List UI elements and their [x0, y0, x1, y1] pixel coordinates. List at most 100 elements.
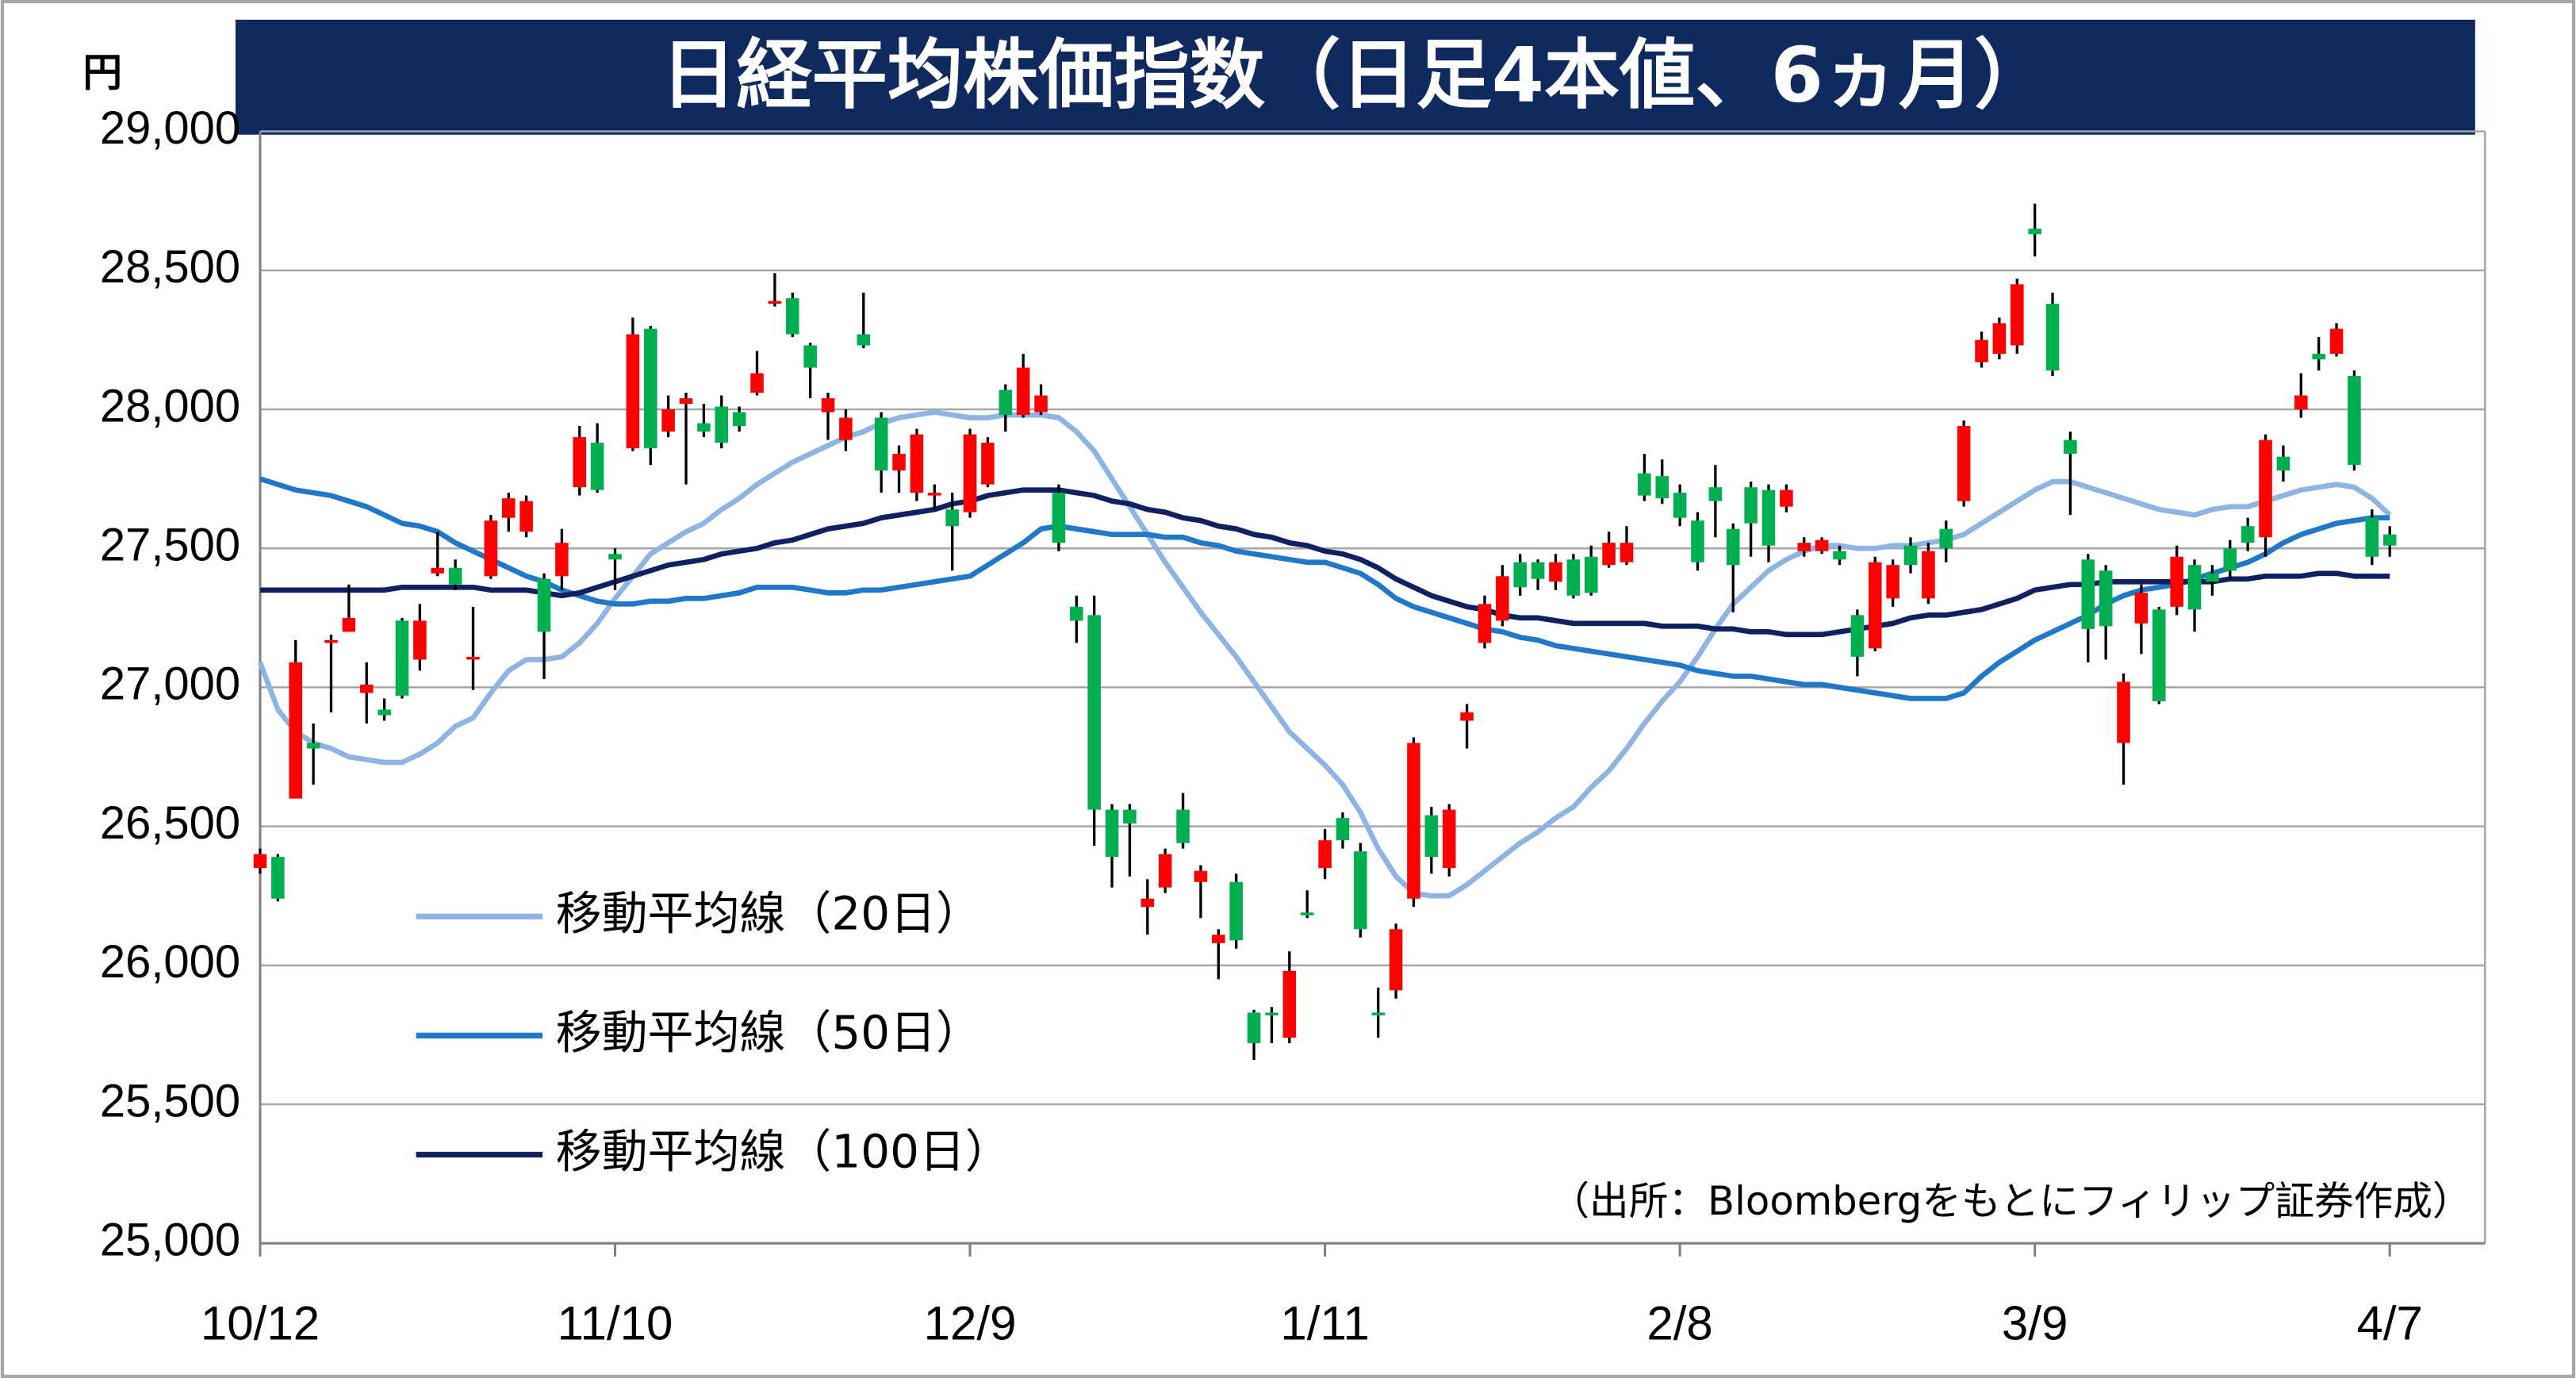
candle-body — [626, 334, 640, 449]
candle-body — [874, 417, 888, 471]
candle-body — [1194, 870, 1208, 882]
axes-layer — [259, 131, 2486, 1257]
candle-body — [1939, 528, 1953, 549]
candle-body — [1318, 840, 1332, 869]
candle-body — [1212, 935, 1225, 943]
candle-body — [2117, 681, 2130, 743]
candle-body — [999, 390, 1013, 416]
candle-body — [2312, 353, 2325, 359]
candle-body — [2187, 565, 2202, 610]
candle-body — [466, 656, 480, 660]
candle-body — [1957, 426, 1971, 501]
candle-body — [573, 437, 587, 488]
x-tick-label: 12/9 — [924, 1297, 1017, 1350]
candle-body — [1300, 912, 1314, 915]
candle-body — [803, 345, 817, 368]
candle-body — [1442, 809, 1456, 869]
candle-body — [289, 662, 303, 799]
candle-body — [768, 301, 782, 304]
candle-body — [1389, 929, 1403, 991]
candle-body — [2241, 526, 2255, 543]
source-note: （出所：Bloombergをもとにフィリップ証券作成） — [1550, 1178, 2471, 1224]
candle-body — [1070, 606, 1083, 621]
candle-body — [732, 412, 746, 427]
y-tick-label: 29,000 — [100, 103, 240, 154]
candle-body — [1992, 323, 2007, 354]
candle-body — [1496, 576, 1509, 621]
candle-body — [1282, 970, 1297, 1038]
candle-body — [1655, 476, 1669, 499]
y-tick-label: 28,000 — [100, 381, 240, 432]
candle-body — [1922, 551, 1935, 599]
moving-average-line — [259, 476, 2390, 701]
candle-body — [679, 398, 693, 405]
candle-body — [715, 406, 729, 443]
candle-body — [1549, 562, 1562, 582]
candle-body — [1158, 854, 1172, 888]
candle-body — [2064, 440, 2077, 455]
candle-body — [1513, 562, 1528, 588]
candle-body — [2259, 440, 2272, 538]
candle-body — [1371, 1012, 1385, 1015]
candle-body — [555, 543, 569, 577]
legend-label: 移動平均線（20日） — [556, 886, 982, 940]
candle-body — [2152, 609, 2166, 701]
candle-body — [1602, 543, 1616, 566]
candle-body — [1638, 473, 1651, 496]
candle-body — [2028, 228, 2041, 235]
candle-body — [431, 567, 445, 574]
candle-body — [1726, 528, 1740, 566]
candle-body — [892, 454, 906, 471]
candle-body — [1761, 489, 1776, 546]
candle-body — [1176, 809, 1190, 843]
legend-label: 移動平均線（100日） — [556, 1125, 1011, 1179]
candle-body — [661, 409, 675, 432]
candle-body — [590, 443, 604, 490]
candle-body — [1833, 551, 1846, 560]
title-banner — [235, 19, 2475, 135]
x-tick-label: 10/12 — [201, 1297, 320, 1350]
candle-body — [2223, 548, 2237, 571]
candle-body — [519, 501, 533, 532]
candle-body — [1780, 489, 1793, 507]
candle-body — [1975, 340, 1988, 363]
x-tick-label: 1/11 — [1280, 1297, 1369, 1350]
candle-body — [1140, 898, 1155, 908]
y-unit: 円 — [82, 50, 122, 96]
candle-body — [1016, 367, 1030, 416]
candle-body — [537, 578, 551, 632]
candle-body — [2134, 593, 2149, 624]
candle-body — [1336, 818, 1350, 841]
candle-body — [2348, 375, 2361, 466]
y-tick-label: 27,500 — [100, 520, 240, 571]
candle-body — [697, 423, 711, 432]
candle-body — [963, 434, 977, 512]
x-tick-label: 11/10 — [558, 1297, 673, 1350]
candle-body — [1744, 487, 1758, 524]
candle-body — [1034, 395, 1048, 413]
candle-body — [1247, 1012, 1261, 1043]
candle-body — [2276, 456, 2290, 471]
candle-body — [1850, 615, 1865, 657]
candle-body — [2329, 328, 2344, 354]
candle-body — [1815, 539, 1829, 551]
candle-body — [271, 857, 285, 899]
candle-body — [2382, 534, 2397, 546]
candle-body — [1478, 604, 1492, 643]
candle-body — [378, 709, 391, 716]
candle-body — [1903, 545, 1918, 566]
candle-body — [839, 417, 853, 440]
candle-body — [2099, 570, 2113, 627]
candle-body — [1229, 881, 1243, 941]
candle-body — [857, 334, 871, 346]
candle-body — [2045, 303, 2060, 370]
candle-body — [1407, 743, 1420, 899]
legend-label: 移動平均線（50日） — [556, 1005, 982, 1059]
candle-body — [2206, 573, 2219, 582]
candles-layer — [253, 203, 2397, 1060]
y-tick-label: 26,000 — [100, 937, 240, 988]
candle-body — [2170, 556, 2183, 607]
